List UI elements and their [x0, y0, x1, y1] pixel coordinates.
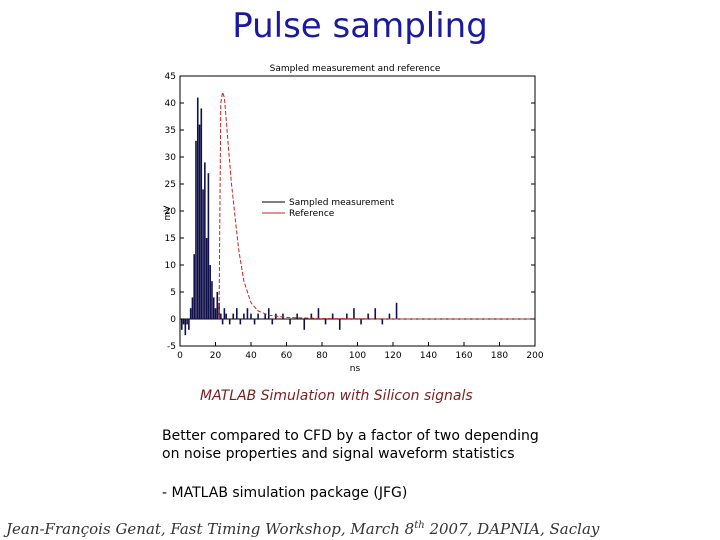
axis-ticks: 0 20 40 60 80 100 120 140 160 180 200-505101520253…	[165, 72, 544, 361]
slide-title: Pulse sampling	[232, 6, 488, 46]
y-tick-label: 25	[165, 180, 176, 190]
measurement-bar	[381, 319, 384, 325]
y-tick-label: 40	[165, 99, 177, 109]
measurement-bar	[243, 313, 245, 319]
measurement-bar	[296, 313, 298, 319]
measurement-bar	[395, 302, 398, 319]
measurement-bar	[239, 319, 242, 325]
x-tick-label: 0	[177, 351, 183, 361]
y-tick-label: 10	[165, 261, 177, 271]
measurement-bar	[184, 319, 187, 336]
measurement-bar	[196, 97, 199, 319]
measurement-bar	[353, 308, 355, 319]
y-tick-label: 30	[165, 153, 177, 163]
legend-label-measurement: Sampled measurement	[289, 198, 395, 208]
measurement-bar	[189, 308, 192, 319]
footer-text-post: 2007, DAPNIA, Saclay	[424, 520, 600, 538]
measurement-bar	[188, 319, 190, 330]
measurement-bar	[200, 108, 203, 320]
measurement-bar	[223, 308, 226, 319]
measurement-bar	[260, 319, 263, 320]
x-tick-label: 60	[281, 351, 293, 361]
x-tick-label: 200	[526, 351, 543, 361]
x-tick-label: 100	[349, 351, 366, 361]
body-line-1: Better compared to CFD by a factor of tw…	[162, 428, 539, 444]
y-tick-label: -5	[167, 342, 176, 352]
measurement-bar	[193, 254, 195, 319]
y-tick-label: 35	[165, 126, 176, 136]
y-axis-label: mV	[163, 205, 173, 221]
measurement-bar	[289, 319, 291, 325]
measurement-bar	[228, 319, 231, 325]
measurement-bar	[246, 308, 249, 319]
plot-area	[179, 75, 536, 347]
pulse-chart: Sampled measurement and reference 0 20 40 6…	[163, 64, 544, 374]
measurement-bar	[374, 308, 377, 319]
measurement-bar	[186, 319, 188, 325]
footer-credit: Jean-François Genat, Fast Timing Worksho…	[6, 520, 720, 538]
y-tick-label: 0	[170, 315, 176, 325]
measurement-bar	[250, 313, 252, 319]
measurement-bar	[338, 319, 341, 330]
measurement-bar	[264, 313, 266, 319]
measurement-bar	[205, 238, 208, 319]
x-tick-label: 40	[245, 351, 257, 361]
measurement-bar	[225, 313, 227, 319]
measurement-bar	[360, 319, 362, 325]
measurement-bar	[236, 308, 238, 319]
measurement-bar	[204, 162, 206, 319]
measurement-bar	[388, 313, 391, 319]
measurement-bar	[253, 319, 256, 325]
x-tick-label: 160	[455, 351, 472, 361]
measurement-bar	[221, 319, 224, 325]
bullet-matlab-package: - MATLAB simulation package (JFG)	[162, 485, 408, 501]
measurement-bar	[331, 313, 334, 319]
measurement-bar	[214, 308, 217, 319]
reference-layer	[218, 92, 535, 320]
legend-label-reference: Reference	[289, 209, 335, 219]
measurement-bar	[324, 319, 327, 325]
measurement-bar	[267, 308, 270, 319]
measurement-bar	[220, 313, 222, 319]
measurement-bar	[310, 313, 313, 319]
y-tick-label: 20	[165, 207, 177, 217]
body-text: Better compared to CFD by a factor of tw…	[162, 427, 682, 463]
x-tick-label: 140	[420, 351, 437, 361]
measurement-bar	[182, 319, 185, 325]
simulation-caption: MATLAB Simulation with Silicon signals	[200, 388, 473, 404]
x-tick-label: 180	[491, 351, 508, 361]
measurement-bar	[232, 313, 235, 319]
measurement-bar	[367, 313, 369, 319]
y-tick-label: 5	[170, 288, 176, 298]
x-tick-label: 80	[316, 351, 328, 361]
y-tick-label: 15	[165, 234, 176, 244]
footer-text-pre: Jean-François Genat, Fast Timing Worksho…	[6, 520, 415, 538]
body-line-2: on noise properties and signal waveform …	[162, 446, 515, 462]
reference-line	[218, 92, 535, 320]
measurement-bar	[346, 313, 348, 319]
plot-frame	[179, 75, 536, 347]
measurement-bar	[180, 319, 183, 330]
measurement-bar	[211, 281, 213, 319]
chart-title: Sampled measurement and reference	[270, 64, 441, 74]
measurement-bar	[317, 308, 320, 319]
measurement-bar	[303, 319, 306, 330]
measurement-bar	[212, 297, 215, 319]
x-tick-label: 120	[384, 351, 401, 361]
y-tick-label: 45	[165, 72, 176, 82]
x-axis-label: ns	[350, 364, 361, 374]
measurement-bar	[195, 140, 197, 319]
measurement-bar	[209, 265, 211, 319]
measurement-bar	[282, 313, 284, 319]
footer-superscript: th	[414, 520, 425, 531]
measurement-bar	[202, 189, 204, 319]
x-tick-label: 20	[210, 351, 222, 361]
chart-legend: Sampled measurement Reference	[262, 198, 395, 219]
measurement-bar	[191, 297, 194, 319]
measurement-bar	[198, 124, 201, 319]
measurement-bar	[216, 292, 219, 319]
measurement-bar	[271, 319, 274, 325]
measurement-bar	[207, 173, 210, 319]
measurement-bar	[257, 313, 259, 319]
